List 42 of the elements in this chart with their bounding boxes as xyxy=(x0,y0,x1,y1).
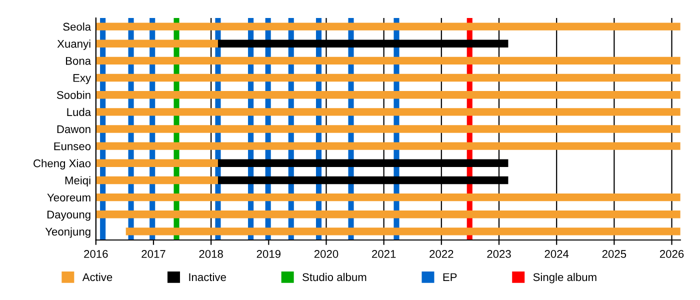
legend-label: Inactive xyxy=(189,272,226,282)
bar xyxy=(96,22,680,30)
y-tick-label: Eunseo xyxy=(54,142,91,150)
y-tick-label: Yeoreum xyxy=(47,194,90,202)
x-tick-label: 2017 xyxy=(142,250,166,258)
x-tick-label: 2022 xyxy=(430,250,454,258)
bar xyxy=(96,40,218,48)
legend-label: EP xyxy=(443,273,457,281)
x-tick-label: 2023 xyxy=(487,250,511,258)
bar xyxy=(96,142,680,150)
x-tick-label: 2024 xyxy=(544,250,569,258)
y-tick-label: Dawon xyxy=(57,125,90,134)
x-tick-label: 2020 xyxy=(314,250,338,258)
y-tick-label: Meiqi xyxy=(65,176,90,187)
legend-label: Single album xyxy=(533,272,596,284)
x-tick-label: 2026 xyxy=(660,250,684,258)
y-tick-label: Yeonjung xyxy=(45,227,90,238)
bar xyxy=(96,176,218,184)
legend-label: Active xyxy=(82,272,112,282)
y-tick-label: Xuanyi xyxy=(57,40,90,50)
y-tick-label: Dayoung xyxy=(47,210,90,221)
bar xyxy=(126,228,680,236)
x-tick-label: 2025 xyxy=(602,250,626,258)
x-tick-label: 2019 xyxy=(256,250,280,258)
bar xyxy=(96,74,680,82)
y-tick-label: Bona xyxy=(66,57,92,65)
x-tick-label: 2018 xyxy=(199,250,223,258)
bar xyxy=(96,108,680,116)
y-tick-label: Cheng Xiao xyxy=(34,159,91,170)
bar xyxy=(96,56,680,65)
legend-label: Studio album xyxy=(302,272,366,282)
bar xyxy=(96,193,680,202)
y-tick-label: Exy xyxy=(73,74,92,84)
y-tick-label: Luda xyxy=(67,108,92,116)
x-tick-label: 2021 xyxy=(372,250,396,258)
bar xyxy=(96,159,218,167)
bar xyxy=(96,125,680,133)
x-tick-label: 2016 xyxy=(84,250,108,258)
bar xyxy=(96,210,680,218)
y-tick-label: Soobin xyxy=(56,90,90,99)
bar xyxy=(96,91,680,99)
y-tick-label: Seola xyxy=(63,22,92,31)
